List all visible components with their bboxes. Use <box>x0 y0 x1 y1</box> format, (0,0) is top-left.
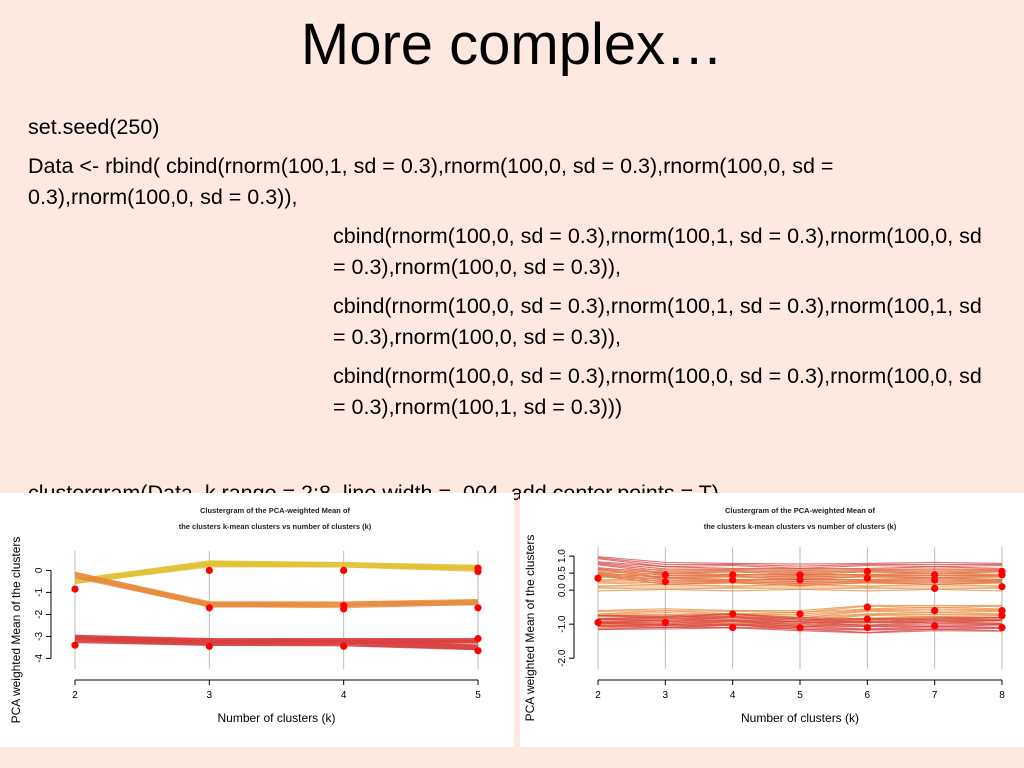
center-point <box>729 623 737 632</box>
y-tick-label: 0.5 <box>557 566 568 580</box>
y-tick-label: -4 <box>34 654 45 663</box>
clustergram-right: Clustergram of the PCA-weighted Mean of t… <box>520 493 1024 747</box>
center-point <box>729 576 737 584</box>
y-tick-label: -1 <box>34 588 45 597</box>
center-point <box>863 615 871 623</box>
code-line: Data <- rbind( cbind(rnorm(100,1, sd = 0… <box>28 154 834 209</box>
center-point <box>71 641 79 649</box>
x-axis-label: Number of clusters (k) <box>217 711 335 725</box>
center-point <box>998 583 1006 591</box>
x-tick-label: 3 <box>663 690 669 701</box>
center-point <box>661 571 669 579</box>
center-point <box>205 566 213 574</box>
center-point <box>474 647 482 655</box>
chart-title: Clustergram of the PCA-weighted Mean of <box>200 506 351 515</box>
center-point <box>340 566 348 574</box>
center-point <box>594 574 602 582</box>
code-line: cbind(rnorm(100,0, sd = 0.3),rnorm(100,1… <box>333 294 982 349</box>
center-point <box>998 606 1006 615</box>
cluster-line <box>597 556 1003 565</box>
cluster-band <box>74 571 479 609</box>
center-point <box>863 623 871 632</box>
y-tick-label: -2 <box>34 610 45 619</box>
center-point <box>796 576 804 584</box>
center-point <box>931 576 939 584</box>
x-tick-label: 5 <box>797 690 803 701</box>
cluster-line <box>597 558 1003 569</box>
center-point <box>205 642 213 650</box>
center-point <box>931 622 939 630</box>
slide-title: More complex… <box>300 12 724 77</box>
x-tick-label: 7 <box>932 690 938 701</box>
chart-title: Clustergram of the PCA-weighted Mean of <box>725 506 876 515</box>
x-tick-label: 4 <box>341 690 347 701</box>
code-block: set.seed(250) Data <- rbind( cbind(rnorm… <box>28 112 998 423</box>
y-tick-label: -1.0 <box>557 615 568 633</box>
center-point <box>661 578 669 586</box>
center-point <box>340 605 348 613</box>
y-tick-label: 0.0 <box>557 583 568 597</box>
cluster-line <box>597 613 1003 620</box>
y-axis-label: PCA weighted Mean of the clusters <box>9 537 23 724</box>
cluster-band <box>74 636 479 651</box>
x-tick-label: 3 <box>207 690 213 701</box>
center-point <box>863 603 871 611</box>
center-point <box>594 618 602 627</box>
x-tick-label: 2 <box>72 690 78 701</box>
center-point <box>998 612 1006 620</box>
x-tick-label: 4 <box>730 690 736 701</box>
x-tick-label: 6 <box>865 690 871 701</box>
center-point <box>340 642 348 650</box>
x-tick-label: 2 <box>595 690 601 701</box>
center-point <box>474 635 482 643</box>
center-point <box>205 604 213 612</box>
code-line: cbind(rnorm(100,0, sd = 0.3),rnorm(100,1… <box>333 224 982 279</box>
center-point <box>863 574 871 582</box>
code-line: cbind(rnorm(100,0, sd = 0.3),rnorm(100,0… <box>333 364 982 419</box>
code-line: set.seed(250) <box>28 115 160 139</box>
center-point <box>796 623 804 632</box>
center-point <box>931 571 939 579</box>
center-point <box>931 584 939 593</box>
clustergram-chart-k2-8: Clustergram of the PCA-weighted Mean of t… <box>523 506 1006 725</box>
x-tick-label: 5 <box>475 690 481 701</box>
y-tick-label: -3 <box>34 632 45 641</box>
y-axis-label: PCA weighted Mean of the clusters <box>523 535 537 722</box>
center-point <box>998 623 1006 632</box>
chart-subtitle: the clusters k-mean clusters vs number o… <box>704 522 897 531</box>
cluster-line <box>74 571 479 603</box>
center-point <box>729 571 737 579</box>
center-point <box>863 567 871 576</box>
center-point <box>474 567 482 576</box>
center-point <box>71 585 79 593</box>
cluster-line <box>597 568 1003 571</box>
center-point <box>729 610 737 618</box>
clustergram-left: Clustergram of the PCA-weighted Mean of t… <box>0 493 514 747</box>
center-point <box>998 571 1006 579</box>
center-point <box>931 606 939 615</box>
center-point <box>796 571 804 579</box>
cluster-line <box>74 636 479 646</box>
cluster-line <box>74 560 479 580</box>
clustergram-chart-k2-5: Clustergram of the PCA-weighted Mean of t… <box>9 506 482 725</box>
y-tick-label: 0 <box>34 567 45 573</box>
chart-subtitle: the clusters k-mean clusters vs number o… <box>179 522 372 531</box>
center-point <box>474 604 482 612</box>
center-point <box>661 618 669 627</box>
cluster-line <box>74 634 478 640</box>
cluster-line <box>597 613 1003 620</box>
cluster-band <box>74 560 479 585</box>
cluster-line <box>598 616 1002 623</box>
cluster-line <box>597 557 1002 567</box>
y-tick-label: -2.0 <box>557 649 568 667</box>
y-tick-label: 1.0 <box>557 549 568 563</box>
x-tick-label: 8 <box>999 690 1005 701</box>
x-axis-label: Number of clusters (k) <box>741 711 859 725</box>
center-point <box>796 610 804 618</box>
